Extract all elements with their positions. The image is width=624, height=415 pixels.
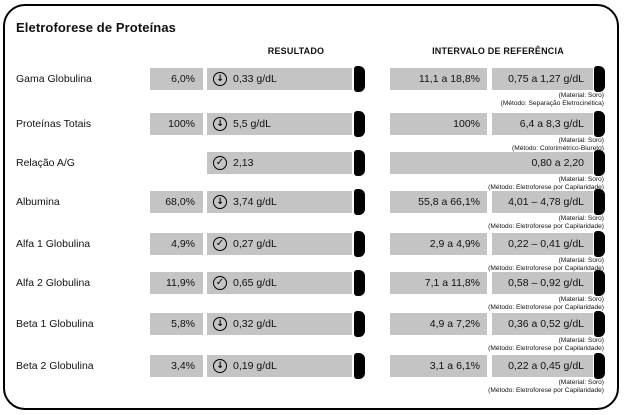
report-row: Alfa 2 Globulina 11,9% 0,65 g/dL 7,1 a 1… xyxy=(0,270,624,311)
reference-bar-end-marker xyxy=(594,189,605,215)
column-header-result: RESULTADO xyxy=(267,46,325,56)
analyte-label: Alfa 1 Globulina xyxy=(16,238,91,250)
result-value-bar: 0,32 g/dL xyxy=(207,313,352,335)
result-percent-box: 6,0% xyxy=(150,68,203,90)
result-percent-box: 68,0% xyxy=(150,191,203,213)
analyte-label: Albumina xyxy=(16,196,60,208)
method-footnote: (Método: Eletroforese por Capilaridade) xyxy=(488,387,604,394)
reference-percent-box: 100% xyxy=(390,113,487,135)
report-row: Beta 1 Globulina 5,8% 0,32 g/dL 4,9 a 7,… xyxy=(0,311,624,352)
report-row: Albumina 68,0% 3,74 g/dL 55,8 a 66,1% 4,… xyxy=(0,189,624,230)
check-circle-icon xyxy=(213,156,227,170)
method-footnote: (Método: Colorimétrico-Biureto) xyxy=(512,145,604,152)
result-value: 3,74 g/dL xyxy=(233,196,277,208)
analyte-label: Alfa 2 Globulina xyxy=(16,277,91,289)
result-value: 0,65 g/dL xyxy=(233,277,277,289)
down-arrow-circle-icon xyxy=(213,195,227,209)
analyte-label: Relação A/G xyxy=(16,157,75,169)
analyte-label: Proteínas Totais xyxy=(16,118,92,130)
material-footnote: (Material: Soro) xyxy=(558,379,604,386)
check-circle-icon xyxy=(213,276,227,290)
reference-bar-end-marker xyxy=(594,311,605,337)
reference-percent-box: 7,1 a 11,8% xyxy=(390,272,487,294)
reference-value-box: 0,22 a 0,45 g/dL xyxy=(492,355,593,377)
result-value: 0,32 g/dL xyxy=(233,318,277,330)
result-value: 0,33 g/dL xyxy=(233,73,277,85)
report-row: Gama Globulina 6,0% 0,33 g/dL 11,1 a 18,… xyxy=(0,66,624,107)
result-bar-end-marker xyxy=(354,231,365,257)
result-value-bar: 0,19 g/dL xyxy=(207,355,352,377)
report-row: Alfa 1 Globulina 4,9% 0,27 g/dL 2,9 a 4,… xyxy=(0,231,624,272)
method-footnote: (Método: Eletroforese por Capilaridade) xyxy=(488,304,604,311)
material-footnote: (Material: Soro) xyxy=(558,215,604,222)
result-value-bar: 3,74 g/dL xyxy=(207,191,352,213)
analyte-label: Gama Globulina xyxy=(16,73,92,85)
reference-percent-box: 3,1 a 6,1% xyxy=(390,355,487,377)
method-footnote: (Método: Separação Eletrocinética) xyxy=(500,100,604,107)
reference-value-box: 0,36 a 0,52 g/dL xyxy=(492,313,593,335)
method-footnote: (Método: Eletroforese por Capilaridade) xyxy=(488,345,604,352)
reference-percent-box: 4,9 a 7,2% xyxy=(390,313,487,335)
reference-bar-end-marker xyxy=(594,66,605,92)
reference-bar-end-marker xyxy=(594,353,605,379)
result-value-bar: 2,13 xyxy=(207,152,352,174)
reference-bar-end-marker xyxy=(594,111,605,137)
result-percent-box: 4,9% xyxy=(150,233,203,255)
material-footnote: (Material: Soro) xyxy=(558,296,604,303)
down-arrow-circle-icon xyxy=(213,117,227,131)
result-bar-end-marker xyxy=(354,150,365,176)
report-row: Beta 2 Globulina 3,4% 0,19 g/dL 3,1 a 6,… xyxy=(0,353,624,394)
result-value-bar: 5,5 g/dL xyxy=(207,113,352,135)
result-bar-end-marker xyxy=(354,189,365,215)
down-arrow-circle-icon xyxy=(213,359,227,373)
report-row: Relação A/G 2,13 0,80 a 2,20 (Material: … xyxy=(0,150,624,191)
reference-value-box: 0,75 a 1,27 g/dL xyxy=(492,68,593,90)
result-bar-end-marker xyxy=(354,66,365,92)
reference-range-box: 0,80 a 2,20 xyxy=(390,152,593,174)
down-arrow-circle-icon xyxy=(213,72,227,86)
result-percent-box: 100% xyxy=(150,113,203,135)
result-bar-end-marker xyxy=(354,270,365,296)
report-row: Proteínas Totais 100% 5,5 g/dL 100% 6,4 … xyxy=(0,111,624,152)
result-value-bar: 0,65 g/dL xyxy=(207,272,352,294)
material-footnote: (Material: Soro) xyxy=(558,137,604,144)
result-percent-box: 3,4% xyxy=(150,355,203,377)
result-bar-end-marker xyxy=(354,311,365,337)
reference-value-box: 4,01 – 4,78 g/dL xyxy=(492,191,593,213)
material-footnote: (Material: Soro) xyxy=(558,92,604,99)
result-value-bar: 0,33 g/dL xyxy=(207,68,352,90)
report-title: Eletroforese de Proteínas xyxy=(16,20,176,35)
reference-bar-end-marker xyxy=(594,231,605,257)
result-bar-end-marker xyxy=(354,111,365,137)
method-footnote: (Método: Eletroforese por Capilaridade) xyxy=(488,265,604,272)
result-bar-end-marker xyxy=(354,353,365,379)
material-footnote: (Material: Soro) xyxy=(558,257,604,264)
down-arrow-circle-icon xyxy=(213,317,227,331)
result-value: 0,19 g/dL xyxy=(233,360,277,372)
method-footnote: (Método: Eletroforese por Capilaridade) xyxy=(488,223,604,230)
reference-percent-box: 2,9 a 4,9% xyxy=(390,233,487,255)
reference-value-box: 6,4 a 8,3 g/dL xyxy=(492,113,593,135)
result-value: 5,5 g/dL xyxy=(233,118,271,130)
reference-value-box: 0,58 – 0,92 g/dL xyxy=(492,272,593,294)
reference-bar-end-marker xyxy=(594,270,605,296)
reference-value-box: 0,22 – 0,41 g/dL xyxy=(492,233,593,255)
reference-percent-box: 11,1 a 18,8% xyxy=(390,68,487,90)
result-value: 2,13 xyxy=(233,157,254,169)
result-percent-box: 11,9% xyxy=(150,272,203,294)
method-footnote: (Método: Eletroforese por Capilaridade) xyxy=(488,184,604,191)
reference-percent-box: 55,8 a 66,1% xyxy=(390,191,487,213)
result-value-bar: 0,27 g/dL xyxy=(207,233,352,255)
result-percent-box: 5,8% xyxy=(150,313,203,335)
check-circle-icon xyxy=(213,237,227,251)
reference-bar-end-marker xyxy=(594,150,605,176)
column-header-reference: INTERVALO DE REFERÊNCIA xyxy=(432,46,564,56)
material-footnote: (Material: Soro) xyxy=(558,176,604,183)
analyte-label: Beta 1 Globulina xyxy=(16,318,94,330)
material-footnote: (Material: Soro) xyxy=(558,337,604,344)
result-value: 0,27 g/dL xyxy=(233,238,277,250)
analyte-label: Beta 2 Globulina xyxy=(16,360,94,372)
